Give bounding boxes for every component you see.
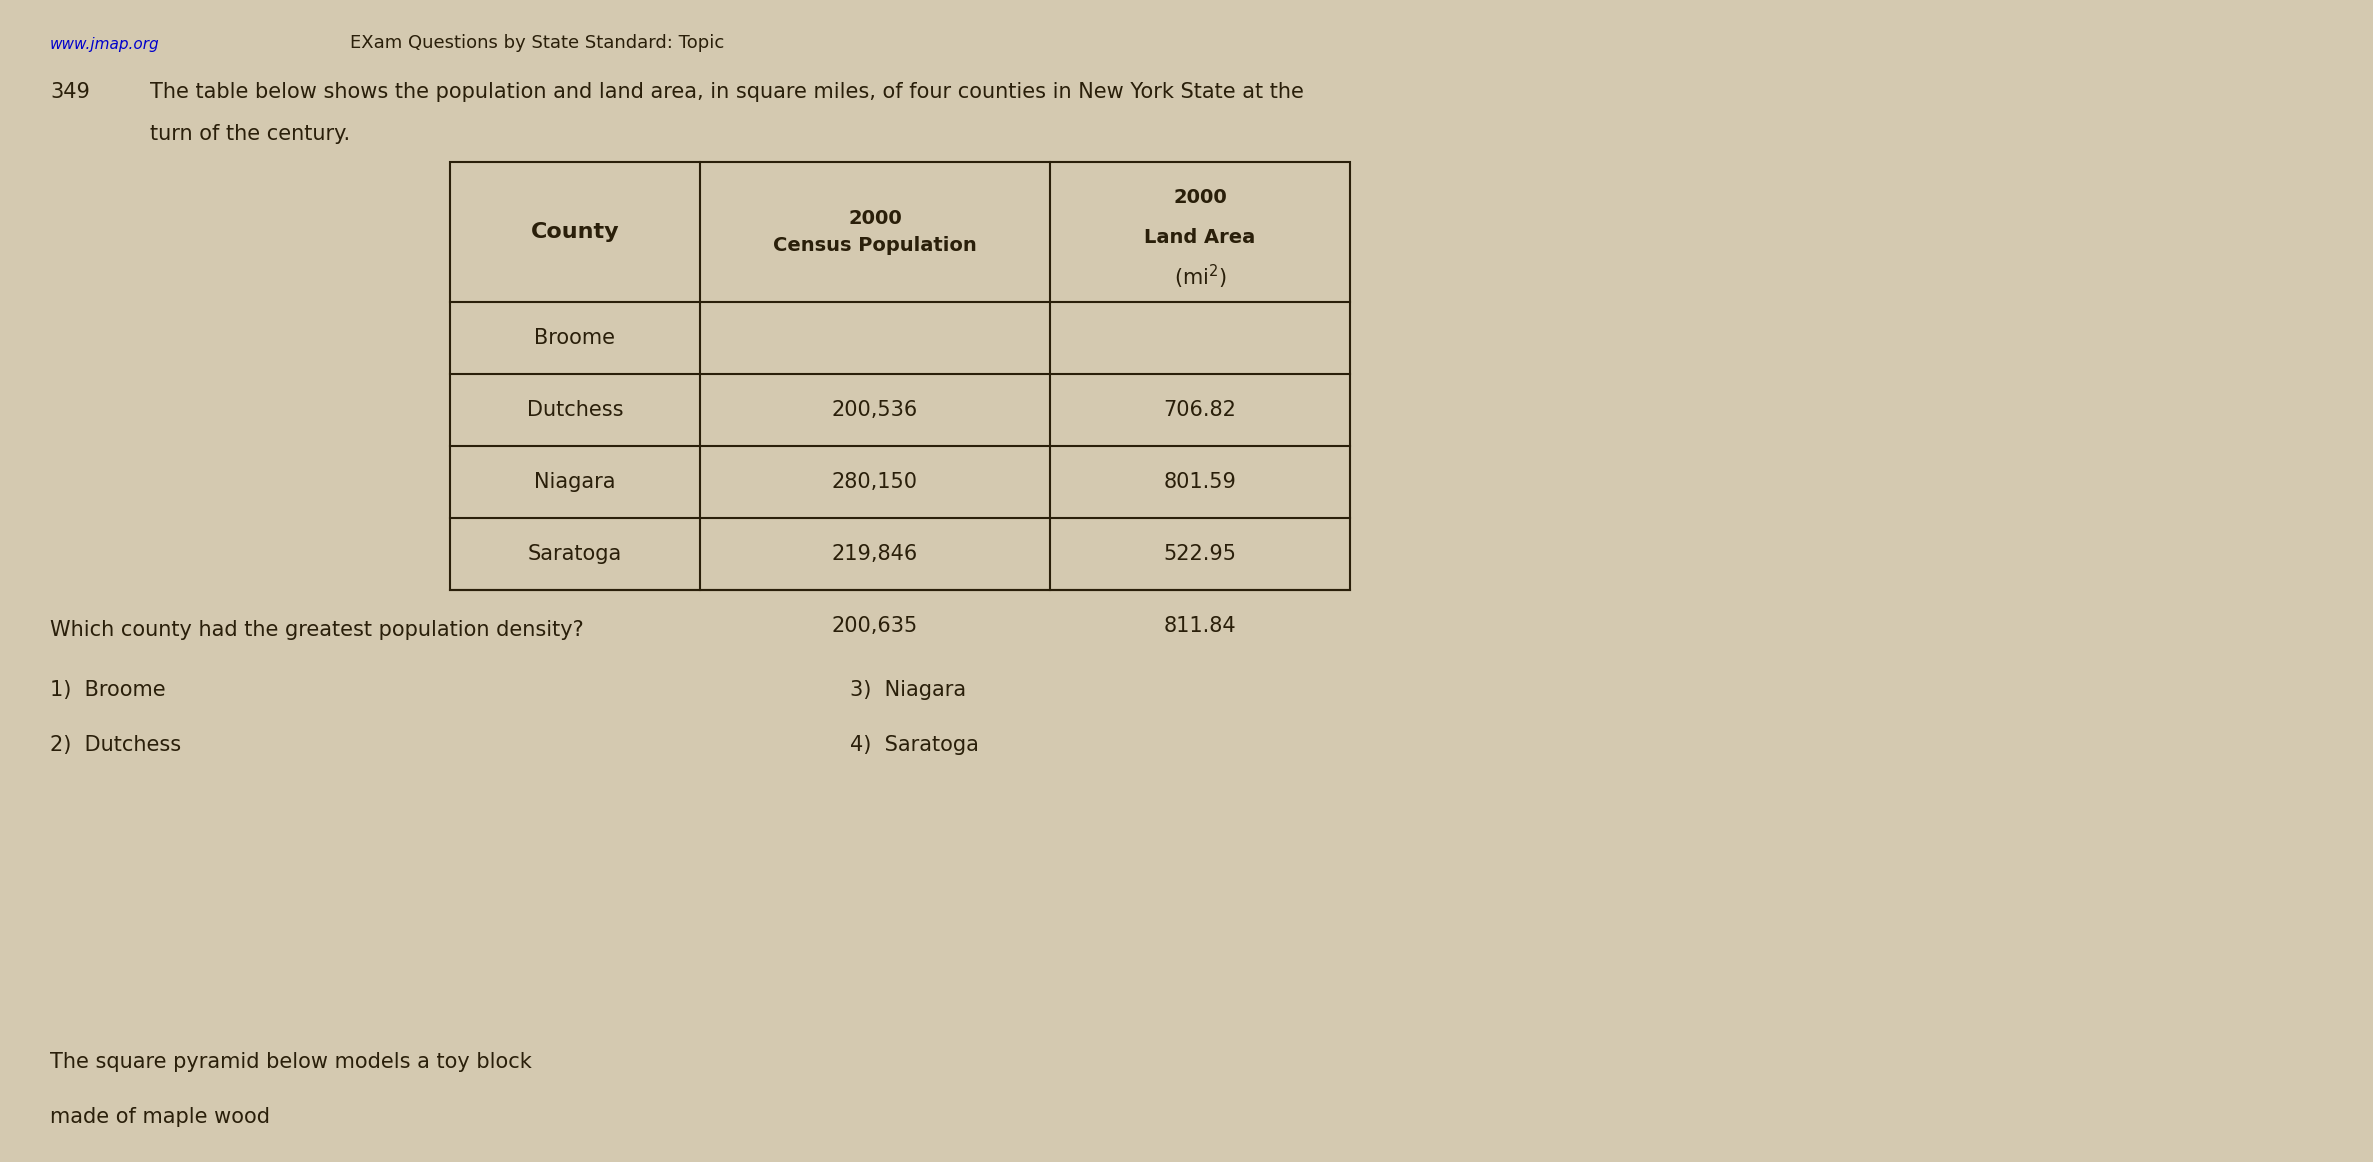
Text: 280,150: 280,150 <box>833 472 918 492</box>
Text: The table below shows the population and land area, in square miles, of four cou: The table below shows the population and… <box>149 83 1303 102</box>
Text: 200,635: 200,635 <box>833 616 918 636</box>
Bar <box>451 162 1350 590</box>
Text: 219,846: 219,846 <box>833 544 918 564</box>
Text: ЕXam Questions by State Standard: Topic: ЕXam Questions by State Standard: Topic <box>349 34 724 52</box>
Text: Land Area: Land Area <box>1144 228 1255 246</box>
Text: County: County <box>532 222 619 242</box>
Text: turn of the century.: turn of the century. <box>149 124 351 144</box>
Text: 811.84: 811.84 <box>1163 616 1236 636</box>
Text: www.jmap.org: www.jmap.org <box>50 37 159 52</box>
Text: Saratoga: Saratoga <box>527 544 622 564</box>
Text: Dutchess: Dutchess <box>527 400 624 419</box>
Text: 1)  Broome: 1) Broome <box>50 680 166 700</box>
Text: 801.59: 801.59 <box>1163 472 1236 492</box>
Text: The square pyramid below models a toy block: The square pyramid below models a toy bl… <box>50 1052 532 1073</box>
Text: 2000: 2000 <box>1172 187 1227 207</box>
Text: 3)  Niagara: 3) Niagara <box>850 680 966 700</box>
Text: 349: 349 <box>50 83 90 102</box>
Text: 522.95: 522.95 <box>1163 544 1236 564</box>
Text: made of maple wood: made of maple wood <box>50 1107 271 1127</box>
Text: 2000
Census Population: 2000 Census Population <box>774 209 978 254</box>
Text: 4)  Saratoga: 4) Saratoga <box>850 736 980 755</box>
Text: Which county had the greatest population density?: Which county had the greatest population… <box>50 621 584 640</box>
Text: Niagara: Niagara <box>534 472 615 492</box>
Text: 706.82: 706.82 <box>1163 400 1236 419</box>
Text: Broome: Broome <box>534 328 615 347</box>
Text: 2)  Dutchess: 2) Dutchess <box>50 736 180 755</box>
Text: $\left(\mathrm{mi}^2\right)$: $\left(\mathrm{mi}^2\right)$ <box>1175 263 1227 292</box>
Text: 200,536: 200,536 <box>833 400 918 419</box>
